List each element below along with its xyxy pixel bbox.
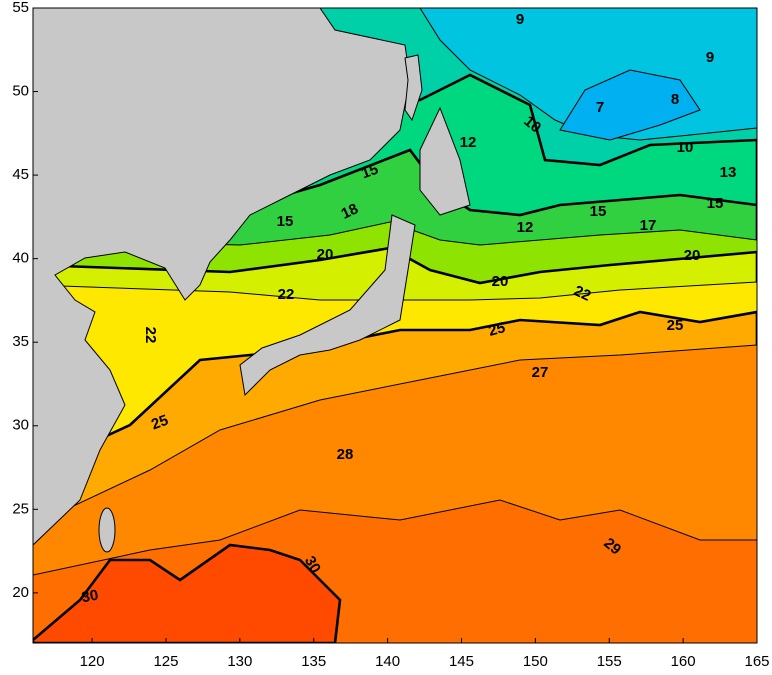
land-hokkaido [419,106,471,216]
land-sakhalin [404,54,423,122]
land-japan [239,214,416,397]
y-tick-label: 30 [12,417,29,434]
contour-label: 8 [671,91,679,108]
y-tick-label: 50 [12,83,29,100]
y-tick-label: 40 [12,250,29,267]
x-tick-label: 130 [227,653,252,670]
y-tick-label: 35 [12,333,29,350]
sst-band [33,543,342,643]
y-tick-label: 20 [12,584,29,601]
x-tick-label: 140 [375,653,400,670]
contour-label: 9 [706,49,714,66]
contour-label: 12 [460,134,477,151]
map-frame [32,7,758,644]
contour-label: 28 [337,446,354,463]
contour-label: 7 [596,99,604,116]
sst-field [33,8,757,643]
contour-label: 15 [359,161,380,183]
contour-label: 30 [301,553,324,576]
contour-label: 22 [142,327,159,344]
x-tick-label: 160 [671,653,696,670]
contour-label: 17 [640,217,657,234]
contour-label: 22 [571,282,593,304]
land-taiwan [98,507,116,553]
sst-band [559,69,701,141]
contour-label: 27 [532,364,549,381]
contour-label: 30 [80,587,99,607]
contour-label: 20 [684,247,701,264]
contour-label: 15 [590,203,607,220]
contour-label: 22 [278,286,295,303]
contour-label: 15 [707,195,724,212]
contour-label: 12 [517,219,534,236]
x-tick-label: 135 [301,653,326,670]
x-tick-label: 155 [597,653,622,670]
contour-label: 10 [677,139,694,156]
x-tick-label: 165 [744,653,769,670]
contour-label: 13 [720,164,737,181]
y-tick-label: 45 [12,166,29,183]
x-tick-label: 145 [449,653,474,670]
x-tick-label: 125 [153,653,178,670]
contour-label: 18 [339,200,361,222]
x-tick-label: 120 [80,653,105,670]
y-tick-label: 25 [12,500,29,517]
contour-label: 25 [149,412,170,434]
contour-label: 25 [667,317,684,334]
contour-label: 9 [516,11,524,28]
x-tick-label: 150 [523,653,548,670]
contour-label: 25 [487,319,508,340]
y-tick-label: 55 [12,0,29,16]
contour-label: 20 [492,273,509,290]
contour-label: 20 [317,246,334,263]
contour-label: 15 [277,213,294,230]
